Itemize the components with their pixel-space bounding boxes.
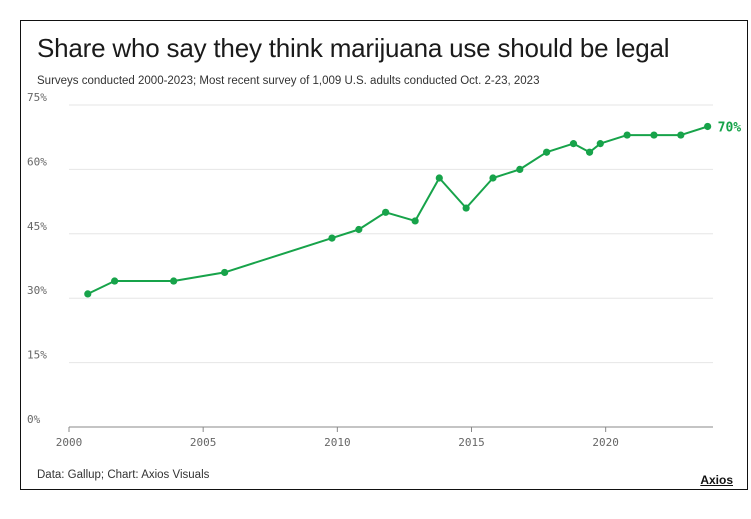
chart-subtitle: Surveys conducted 2000-2023; Most recent…	[37, 75, 540, 87]
x-tick-label: 2005	[190, 436, 217, 449]
x-tick-label: 2000	[56, 436, 83, 449]
data-point	[84, 290, 92, 298]
data-point	[221, 268, 229, 277]
data-point	[170, 277, 178, 285]
data-point	[111, 277, 119, 285]
x-tick-label: 2020	[592, 436, 619, 449]
data-point	[489, 174, 497, 182]
data-point	[650, 131, 658, 139]
data-point	[585, 148, 594, 156]
y-tick-label: 45%	[27, 220, 47, 233]
data-point	[704, 122, 712, 131]
series-line	[87, 125, 708, 295]
data-point	[382, 208, 390, 216]
data-point	[355, 225, 363, 234]
data-point	[596, 140, 604, 148]
data-point	[462, 204, 470, 212]
line-chart: 0% 15% 30% 45% 60% 75% 2000 2005 2010 2015 2020 70%	[27, 91, 742, 449]
x-tick-label: 2015	[458, 436, 485, 449]
chart-card: Share who say they think marijuana use s…	[20, 20, 748, 490]
data-point	[543, 148, 551, 156]
x-tick-label: 2010	[324, 436, 351, 449]
data-point	[623, 131, 631, 139]
data-point	[516, 165, 524, 173]
chart-title: Share who say they think marijuana use s…	[37, 33, 670, 63]
data-point	[411, 217, 419, 225]
data-point	[677, 131, 685, 139]
y-tick-label: 0%	[27, 413, 41, 426]
data-point	[328, 234, 336, 242]
y-tick-label: 60%	[27, 155, 47, 168]
y-tick-label: 30%	[27, 284, 47, 297]
source-note: Data: Gallup; Chart: Axios Visuals	[37, 469, 210, 481]
y-tick-label: 75%	[27, 91, 47, 104]
y-tick-label: 15%	[27, 349, 47, 362]
axios-logo-link[interactable]: Axios	[700, 473, 733, 487]
data-point	[569, 140, 578, 148]
end-value-label: 70%	[718, 120, 742, 135]
data-point	[435, 174, 443, 182]
